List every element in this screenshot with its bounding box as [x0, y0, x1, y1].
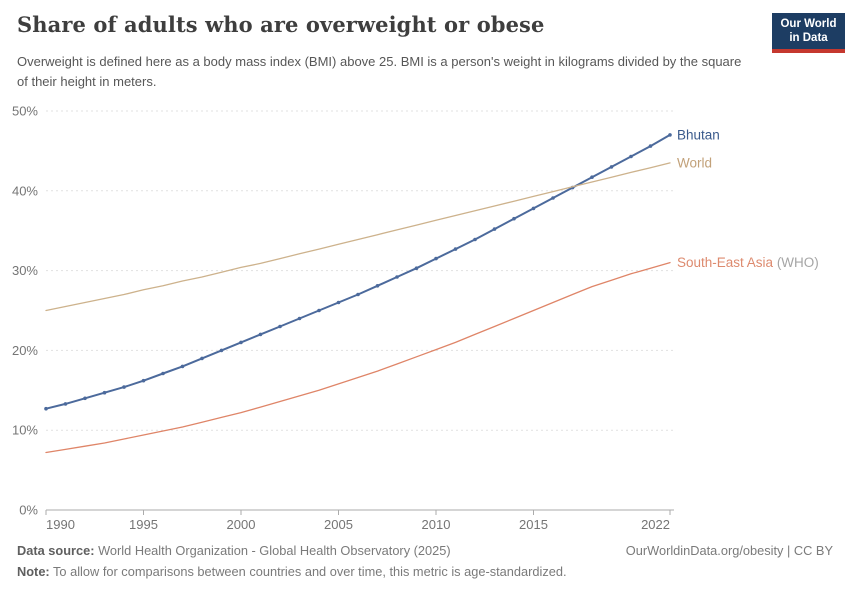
- y-tick-label: 10%: [12, 423, 38, 438]
- gridlines: [46, 110, 674, 511]
- data-source-text: World Health Organization - Global Healt…: [94, 543, 451, 558]
- data-point-marker: [122, 385, 126, 389]
- y-tick-label: 20%: [12, 343, 38, 358]
- series-line-bhutan: [45, 133, 671, 410]
- y-axis-labels: 0% 10% 20% 30% 40% 50%: [12, 104, 38, 518]
- data-point-marker: [551, 196, 555, 200]
- owid-logo-box: Our World in Data: [772, 13, 845, 49]
- y-tick-label: 40%: [12, 183, 38, 198]
- data-point-marker: [336, 300, 341, 305]
- data-point-marker: [512, 216, 516, 221]
- y-tick-label: 0%: [19, 503, 38, 518]
- data-point-marker: [531, 206, 536, 211]
- chart-footer: Data source: World Health Organization -…: [17, 543, 833, 579]
- data-point-marker: [161, 371, 165, 376]
- series-line-south-east-asia: [45, 261, 671, 454]
- data-point-marker: [44, 406, 48, 411]
- series-label-world[interactable]: World: [677, 155, 712, 170]
- x-tick-label: 2005: [324, 517, 353, 532]
- data-point-marker: [492, 227, 497, 231]
- x-axis-labels: 1990 1995 2000 2005 2010 2015 2022: [45, 510, 671, 532]
- owid-license-link[interactable]: OurWorldinData.org/obesity | CC BY: [625, 543, 833, 558]
- data-point-marker: [278, 324, 282, 329]
- series-bhutan[interactable]: Bhutan: [44, 127, 720, 411]
- data-point-marker: [317, 308, 321, 313]
- owid-logo[interactable]: Our World in Data: [772, 13, 845, 53]
- data-point-marker: [434, 256, 438, 261]
- data-point-marker: [629, 154, 633, 159]
- x-tick-label: 2000: [227, 517, 256, 532]
- data-point-marker: [200, 356, 204, 361]
- data-point-marker: [648, 144, 653, 148]
- data-point-marker: [375, 284, 380, 288]
- y-tick-label: 50%: [12, 104, 38, 119]
- owid-logo-line1: Our World: [780, 18, 837, 30]
- y-tick-label: 30%: [12, 263, 38, 278]
- line-chart[interactable]: 0% 10% 20% 30% 40% 50% 1990 1995 2000 2005 2010 201…: [0, 95, 850, 543]
- data-point-marker: [180, 364, 185, 369]
- x-tick-label: 2015: [519, 517, 548, 532]
- x-tick-label: 2010: [422, 517, 451, 532]
- series-south-east-asia[interactable]: South-East Asia (WHO): [45, 255, 819, 454]
- x-tick-label: 2022: [641, 517, 670, 532]
- data-point-marker: [356, 292, 360, 297]
- data-point-marker: [83, 396, 87, 401]
- data-source-label: Data source:: [17, 543, 95, 558]
- owid-logo-line2: in Data: [789, 32, 828, 45]
- x-tick-label: 1995: [129, 517, 158, 532]
- data-point-marker: [609, 165, 614, 169]
- data-point-marker: [258, 332, 263, 337]
- page-title: Share of adults who are overweight or ob…: [17, 12, 545, 37]
- series-line-world: [45, 162, 671, 312]
- x-tick-label: 1990: [46, 517, 75, 532]
- chart-subtitle: Overweight is defined here as a body mas…: [17, 54, 742, 89]
- owid-logo-red-bar: [772, 48, 845, 53]
- data-point-marker: [668, 133, 672, 137]
- series-world[interactable]: World: [45, 155, 712, 312]
- series-label-bhutan[interactable]: Bhutan: [677, 127, 720, 142]
- data-point-marker: [219, 348, 224, 353]
- data-point-marker: [239, 340, 243, 345]
- data-point-marker: [102, 390, 107, 395]
- data-point-marker: [414, 266, 419, 270]
- data-point-marker: [590, 175, 594, 179]
- data-point-marker: [395, 275, 399, 279]
- note-label: Note:: [17, 564, 50, 579]
- data-source-line: Data source: World Health Organization -…: [17, 543, 451, 558]
- data-point-marker: [473, 237, 477, 242]
- data-point-marker: [141, 378, 146, 383]
- data-point-marker: [63, 402, 68, 406]
- data-point-marker: [297, 316, 302, 321]
- note-line: Note: To allow for comparisons between c…: [17, 564, 833, 579]
- note-text: To allow for comparisons between countri…: [49, 564, 567, 579]
- series-label-south-east-asia[interactable]: South-East Asia (WHO): [677, 255, 819, 270]
- data-point-marker: [453, 247, 458, 251]
